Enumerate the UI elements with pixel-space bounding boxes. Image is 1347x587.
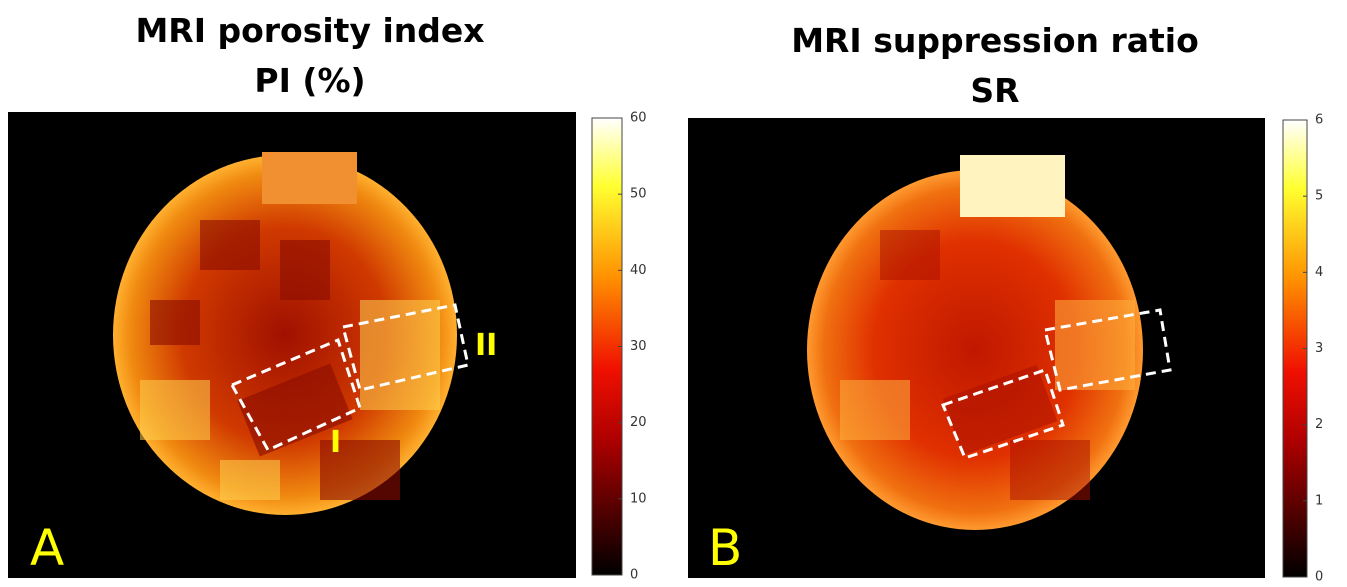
colorbar-tick-label: 30 [630,339,647,354]
panel-subtitle: PI (%) [254,61,365,100]
panel-title: MRI porosity index [135,11,484,50]
colorbar-tick-label: 60 [630,111,647,126]
colorbar-tick-label: 0 [630,568,638,583]
colorbar-tick-label: 2 [1315,417,1323,432]
region-box [229,337,362,452]
panel-title: MRI suppression ratio [791,21,1199,60]
colorbar-tick-label: 4 [1315,265,1323,280]
panel-letter: A [30,519,64,577]
colorbar-tick-label: 6 [1315,113,1323,128]
region-box [341,303,470,392]
region-box [941,368,1065,460]
reference-block [960,155,1065,217]
bright-tiles [840,300,1135,440]
panel-letter: B [708,519,742,577]
region-label: I [330,425,341,460]
region-box [1043,308,1172,392]
colorbar-tick-label: 20 [630,415,647,430]
colorbar-tick-label: 40 [630,263,647,278]
reference-block [262,152,357,204]
colorbar-tick-label: 3 [1315,341,1323,356]
tile-pattern [880,230,1090,500]
colorbar-tick-label: 5 [1315,189,1323,204]
colorbar-tick-label: 0 [1315,570,1323,585]
bright-tiles [140,300,440,500]
region-label: II [475,328,497,363]
tile-pattern [150,220,400,500]
colorbar-tick-label: 10 [630,491,647,506]
colorbar [591,117,623,576]
colorbar-tick-label: 1 [1315,493,1323,508]
colorbar-tick-label: 50 [630,187,647,202]
panel-subtitle: SR [970,71,1019,110]
